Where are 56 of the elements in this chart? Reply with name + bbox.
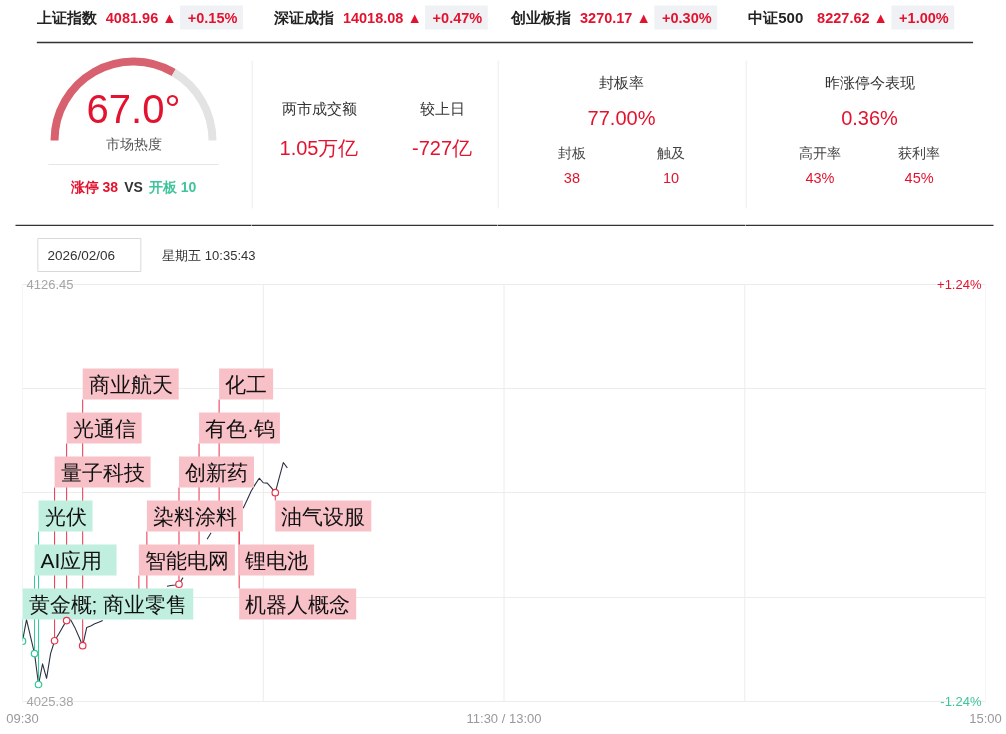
data-label: 量子科技 [60, 460, 145, 484]
data-label: AI应用 [40, 548, 103, 572]
text: 昨涨停今表现 [824, 74, 915, 91]
text: 市场热度 [105, 135, 162, 152]
text: 封板率 [599, 74, 644, 91]
text: 3270.17 ▲ [580, 9, 651, 26]
text: 获利率 [898, 146, 941, 161]
y2-tick-label: -1.24% [940, 694, 982, 709]
text: 两市成交额 [281, 100, 357, 117]
data-label: 光伏 [44, 504, 87, 528]
text: 10 [663, 169, 680, 186]
text: 锂电池 [245, 548, 309, 572]
y2-tick-label: +1.24% [937, 277, 982, 292]
x-tick-label: 11:30 / 13:00 [466, 710, 542, 726]
text: +0.47% [432, 9, 483, 26]
chart-subtitle: 星期五 10:35:43 [162, 247, 256, 263]
text: 4081.96 ▲ [105, 9, 177, 26]
data-label: 创新药 [184, 460, 248, 484]
text: 涨停 38 [69, 178, 119, 195]
y-tick-label: 4025.38 [26, 694, 74, 709]
text: 0.36% [841, 106, 899, 129]
text: 38 [563, 169, 580, 186]
data-label: 光通信 [72, 416, 136, 440]
text: 1.05万亿 [279, 136, 359, 159]
text: 高开率 [798, 146, 841, 161]
text: 14018.08 ▲ [342, 9, 422, 26]
text: 染料涂料 [152, 504, 237, 528]
text: 77.00% [587, 106, 656, 129]
data-label: 商业航天 [88, 372, 173, 396]
text: 45% [904, 169, 934, 186]
text: +1.00% [899, 9, 949, 26]
text: 深证成指 [272, 9, 334, 26]
text: 有色·钨 [205, 416, 276, 440]
chart-title: 2026/02/06 [47, 247, 115, 263]
y-tick-label: 4126.45 [26, 277, 74, 292]
text: VS [124, 178, 143, 195]
text: 中证500 [748, 9, 804, 26]
data-label: 黄金概; 商业零售 [28, 592, 188, 616]
text: 8227.62 ▲ [817, 9, 888, 26]
text: 开板 10 [147, 178, 197, 195]
text: 机器人概念 [245, 592, 351, 616]
data-label: 油气设服 [281, 504, 366, 528]
text: 化工 [225, 372, 268, 396]
text: 43% [805, 169, 835, 186]
text: +0.15% [187, 9, 238, 26]
text: +0.30% [662, 9, 712, 26]
text: 较上日 [419, 100, 465, 117]
text: 上证指数 [35, 9, 98, 26]
text: 智能电网 [144, 548, 229, 572]
text: 触及 [657, 146, 686, 161]
x-tick-label: 09:30 [6, 710, 39, 726]
text: 67.0° [86, 86, 181, 131]
text: 创业板指 [510, 9, 572, 26]
text: 封板 [557, 146, 586, 161]
x-tick-label: 15:00 [969, 710, 1002, 726]
text: -727亿 [411, 136, 473, 159]
